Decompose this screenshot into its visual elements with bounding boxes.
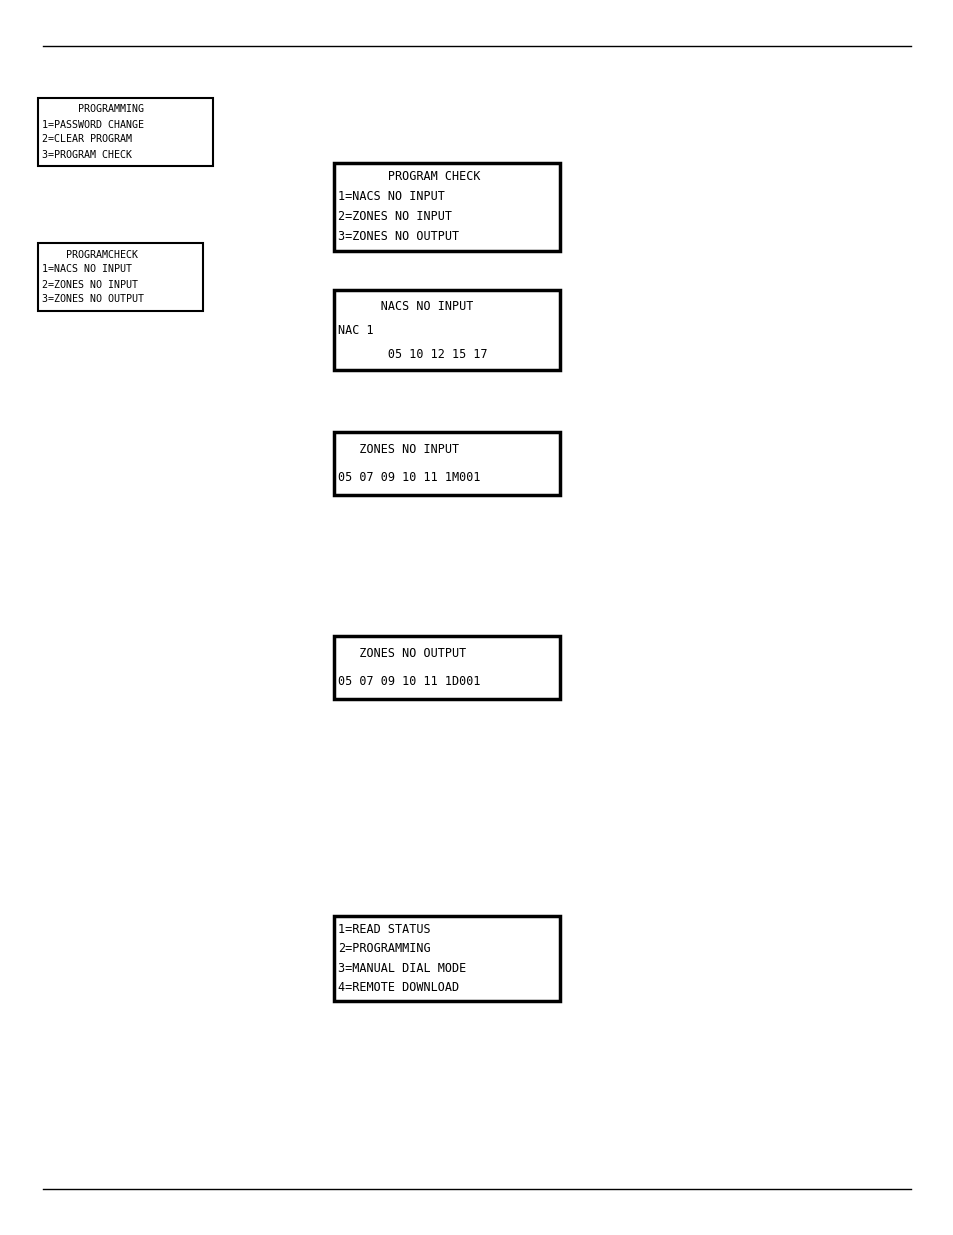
Text: 3=MANUAL DIAL MODE: 3=MANUAL DIAL MODE <box>337 962 466 974</box>
Bar <box>334 636 559 699</box>
Text: NAC 1: NAC 1 <box>337 324 374 336</box>
Bar <box>334 432 559 495</box>
Text: 05 07 09 10 11 1D001: 05 07 09 10 11 1D001 <box>337 674 480 688</box>
Text: 3=ZONES NO OUTPUT: 3=ZONES NO OUTPUT <box>42 294 144 305</box>
Bar <box>334 163 559 251</box>
Text: 2=ZONES NO INPUT: 2=ZONES NO INPUT <box>42 279 138 289</box>
Text: 2=PROGRAMMING: 2=PROGRAMMING <box>337 942 430 956</box>
Text: 1=PASSWORD CHANGE: 1=PASSWORD CHANGE <box>42 120 144 130</box>
Bar <box>38 243 203 311</box>
Text: 05 07 09 10 11 1M001: 05 07 09 10 11 1M001 <box>337 471 480 484</box>
Text: 2=ZONES NO INPUT: 2=ZONES NO INPUT <box>337 210 452 224</box>
Text: 1=READ STATUS: 1=READ STATUS <box>337 923 430 936</box>
Text: PROGRAM CHECK: PROGRAM CHECK <box>337 170 480 184</box>
Bar <box>38 98 213 165</box>
Text: 3=ZONES NO OUTPUT: 3=ZONES NO OUTPUT <box>337 231 458 243</box>
Text: NACS NO INPUT: NACS NO INPUT <box>337 300 473 312</box>
Text: ZONES NO INPUT: ZONES NO INPUT <box>337 443 458 456</box>
Text: PROGRAMCHECK: PROGRAMCHECK <box>42 249 138 259</box>
Bar <box>334 916 559 1002</box>
Text: 1=NACS NO INPUT: 1=NACS NO INPUT <box>337 190 444 204</box>
Bar <box>334 290 559 370</box>
Text: 1=NACS NO INPUT: 1=NACS NO INPUT <box>42 264 132 274</box>
Text: PROGRAMMING: PROGRAMMING <box>42 105 144 115</box>
Text: 3=PROGRAM CHECK: 3=PROGRAM CHECK <box>42 149 132 159</box>
Text: 05 10 12 15 17: 05 10 12 15 17 <box>337 347 487 361</box>
Text: 2=CLEAR PROGRAM: 2=CLEAR PROGRAM <box>42 135 132 144</box>
Text: 4=REMOTE DOWNLOAD: 4=REMOTE DOWNLOAD <box>337 981 458 994</box>
Text: ZONES NO OUTPUT: ZONES NO OUTPUT <box>337 647 466 661</box>
